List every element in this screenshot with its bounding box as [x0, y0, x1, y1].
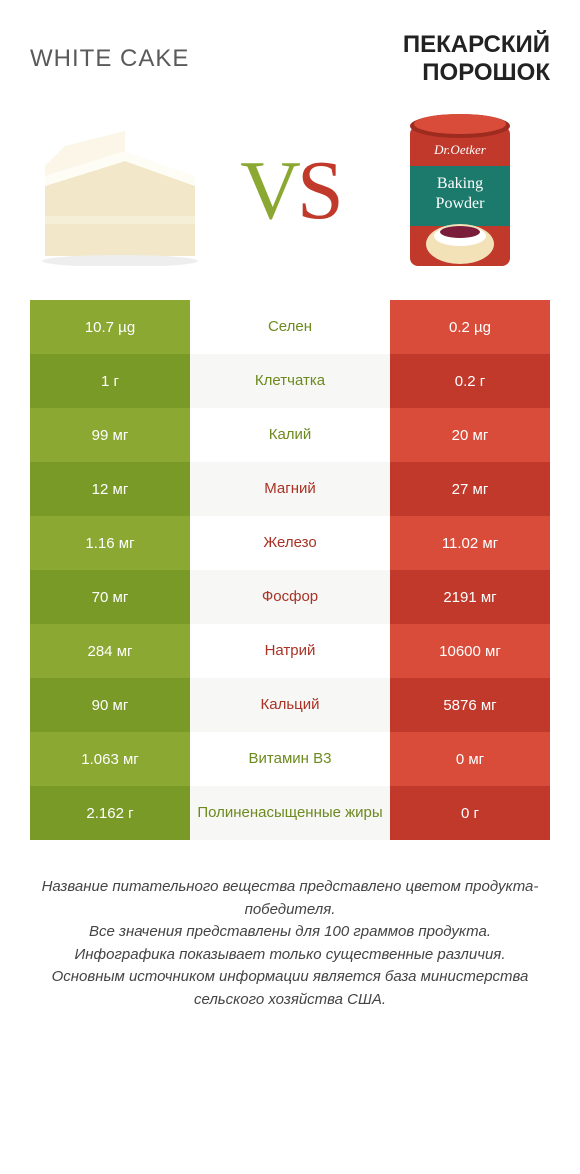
cell-right: 2191 мг	[390, 570, 550, 624]
cell-left: 1.063 мг	[30, 732, 190, 786]
images-row: VS Dr.Oetker Baking Powder	[0, 90, 580, 300]
table-row: 284 мгНатрий10600 мг	[30, 624, 550, 678]
footnote-3: Инфографика показывает только существенн…	[28, 944, 552, 967]
table-row: 1 гКлетчатка0.2 г	[30, 354, 550, 408]
table-row: 2.162 гПолиненасыщенные жиры0 г	[30, 786, 550, 840]
cell-left: 1.16 мг	[30, 516, 190, 570]
header: WHITE CAKE ПЕКАРСКИЙ ПОРОШОК	[0, 0, 580, 90]
cell-left: 10.7 µg	[30, 300, 190, 354]
cell-mid: Калий	[190, 408, 390, 462]
can-product-text-1: Baking	[437, 175, 483, 192]
table-row: 70 мгФосфор2191 мг	[30, 570, 550, 624]
footnotes: Название питательного вещества представл…	[0, 840, 580, 1011]
cell-left: 2.162 г	[30, 786, 190, 840]
cell-right: 27 мг	[390, 462, 550, 516]
footnote-2: Все значения представлены для 100 граммо…	[28, 921, 552, 944]
cell-mid: Фосфор	[190, 570, 390, 624]
table-row: 90 мгКальций5876 мг	[30, 678, 550, 732]
vs-v: V	[240, 144, 297, 237]
title-right-line1: ПЕКАРСКИЙ	[403, 31, 550, 59]
title-left: WHITE CAKE	[30, 45, 189, 73]
cell-mid: Селен	[190, 300, 390, 354]
cell-right: 5876 мг	[390, 678, 550, 732]
cell-mid: Кальций	[190, 678, 390, 732]
cake-icon	[35, 116, 205, 266]
table-row: 99 мгКалий20 мг	[30, 408, 550, 462]
title-right-line2: ПОРОШОК	[403, 59, 550, 87]
table-row: 1.063 мгВитамин B30 мг	[30, 732, 550, 786]
cell-right: 20 мг	[390, 408, 550, 462]
cell-mid: Полиненасыщенные жиры	[190, 786, 390, 840]
cell-left: 12 мг	[30, 462, 190, 516]
footnote-4: Основным источником информации является …	[28, 966, 552, 1011]
cell-left: 90 мг	[30, 678, 190, 732]
cell-right: 0.2 µg	[390, 300, 550, 354]
can-brand-text: Dr.Oetker	[433, 142, 487, 157]
cell-left: 284 мг	[30, 624, 190, 678]
can-product-text-2: Powder	[436, 195, 486, 212]
title-right: ПЕКАРСКИЙ ПОРОШОК	[403, 31, 550, 86]
footnote-1: Название питательного вещества представл…	[28, 876, 552, 921]
cell-mid: Железо	[190, 516, 390, 570]
baking-powder-icon: Dr.Oetker Baking Powder	[395, 106, 525, 276]
table-row: 10.7 µgСелен0.2 µg	[30, 300, 550, 354]
cell-left: 1 г	[30, 354, 190, 408]
cell-right: 0 г	[390, 786, 550, 840]
cell-right: 0 мг	[390, 732, 550, 786]
cell-left: 70 мг	[30, 570, 190, 624]
cell-right: 0.2 г	[390, 354, 550, 408]
table-row: 1.16 мгЖелезо11.02 мг	[30, 516, 550, 570]
vs-label: VS	[240, 149, 339, 233]
comparison-table: 10.7 µgСелен0.2 µg1 гКлетчатка0.2 г99 мг…	[30, 300, 550, 840]
cell-right: 11.02 мг	[390, 516, 550, 570]
cell-mid: Клетчатка	[190, 354, 390, 408]
product-image-left	[30, 101, 210, 281]
vs-s: S	[297, 144, 340, 237]
product-image-right: Dr.Oetker Baking Powder	[370, 101, 550, 281]
cell-left: 99 мг	[30, 408, 190, 462]
cell-mid: Витамин B3	[190, 732, 390, 786]
cell-right: 10600 мг	[390, 624, 550, 678]
cell-mid: Натрий	[190, 624, 390, 678]
table-row: 12 мгМагний27 мг	[30, 462, 550, 516]
cell-mid: Магний	[190, 462, 390, 516]
